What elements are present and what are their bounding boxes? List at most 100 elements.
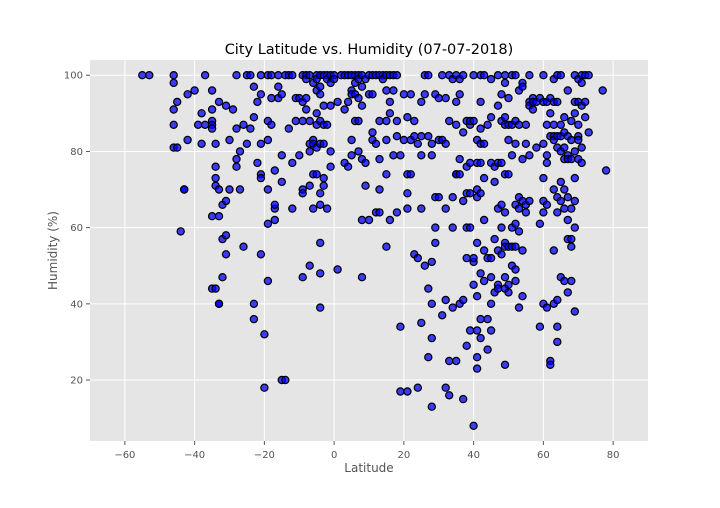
data-point xyxy=(197,139,206,148)
data-point xyxy=(253,97,262,107)
data-point xyxy=(535,322,545,331)
data-point xyxy=(539,173,548,183)
data-point xyxy=(525,196,534,206)
data-point xyxy=(567,204,576,213)
data-point xyxy=(424,353,433,362)
x-tick-label: 20 xyxy=(398,450,411,461)
data-point xyxy=(497,158,506,168)
data-point xyxy=(486,326,496,335)
data-point xyxy=(410,131,419,141)
data-point xyxy=(539,70,548,80)
x-tick-label: 0 xyxy=(331,450,337,461)
data-point xyxy=(574,120,583,130)
data-point xyxy=(476,314,485,324)
data-point xyxy=(500,78,510,88)
data-point xyxy=(476,189,485,198)
data-point xyxy=(291,116,300,126)
data-point xyxy=(256,139,266,148)
data-point xyxy=(472,364,482,373)
data-point xyxy=(316,238,325,248)
data-point xyxy=(403,189,412,198)
data-point xyxy=(479,70,489,80)
data-point xyxy=(539,139,548,148)
data-point xyxy=(556,196,566,206)
data-point xyxy=(239,242,248,251)
data-point xyxy=(500,112,510,122)
data-point xyxy=(500,273,510,282)
data-point xyxy=(298,273,307,282)
data-point xyxy=(427,333,436,343)
data-point xyxy=(434,93,443,103)
data-point xyxy=(343,162,353,171)
data-point xyxy=(253,158,262,168)
y-tick-label: 40 xyxy=(70,299,83,310)
data-point xyxy=(560,185,569,194)
chart-title: City Latitude vs. Humidity (07-07-2018) xyxy=(225,42,514,58)
y-tick-label: 60 xyxy=(70,223,83,234)
data-point xyxy=(445,391,454,400)
data-point xyxy=(392,70,402,80)
data-point xyxy=(329,74,339,84)
data-point xyxy=(542,158,552,168)
data-point xyxy=(295,151,304,160)
data-point xyxy=(413,139,422,148)
data-point xyxy=(465,223,475,232)
data-point xyxy=(483,314,492,324)
data-point xyxy=(462,341,471,350)
data-point xyxy=(560,276,569,286)
data-point xyxy=(232,124,241,133)
data-point xyxy=(500,208,510,217)
data-point xyxy=(476,124,485,133)
data-point xyxy=(347,151,356,160)
data-point xyxy=(549,185,559,194)
data-point xyxy=(347,135,356,145)
data-point xyxy=(403,387,412,396)
data-point xyxy=(542,200,552,209)
data-point xyxy=(507,151,517,160)
data-point xyxy=(452,97,461,107)
data-point xyxy=(343,97,353,107)
data-point xyxy=(249,112,259,122)
data-point xyxy=(322,120,332,130)
data-point xyxy=(267,93,276,103)
data-point xyxy=(542,120,552,130)
data-point xyxy=(497,200,506,209)
data-point xyxy=(479,215,489,225)
data-point xyxy=(249,314,259,324)
data-point xyxy=(511,265,520,274)
data-point xyxy=(260,383,269,392)
data-point xyxy=(228,105,238,114)
data-point xyxy=(452,356,461,366)
data-point xyxy=(305,147,314,156)
data-point xyxy=(214,97,224,107)
data-point xyxy=(598,86,607,95)
data-point xyxy=(361,181,370,190)
data-point xyxy=(459,196,468,206)
data-point xyxy=(361,158,370,168)
data-point xyxy=(382,135,391,145)
data-point xyxy=(570,147,580,156)
data-point xyxy=(357,101,367,110)
data-point xyxy=(567,135,576,145)
data-point xyxy=(542,151,552,160)
data-points xyxy=(138,70,611,430)
data-point xyxy=(277,151,286,160)
data-point xyxy=(396,387,405,396)
data-point xyxy=(497,223,506,232)
x-tick-label: −20 xyxy=(254,450,275,461)
data-point xyxy=(521,208,531,217)
data-point xyxy=(197,109,206,118)
data-point xyxy=(375,154,384,164)
data-point xyxy=(500,360,510,369)
data-point xyxy=(483,120,492,130)
data-point xyxy=(340,105,349,114)
data-point xyxy=(221,250,231,259)
data-point xyxy=(455,170,464,179)
data-point xyxy=(459,70,468,80)
data-point xyxy=(427,151,436,160)
data-point xyxy=(417,131,426,141)
data-point xyxy=(469,70,478,80)
data-point xyxy=(169,70,178,80)
data-point xyxy=(200,70,210,80)
